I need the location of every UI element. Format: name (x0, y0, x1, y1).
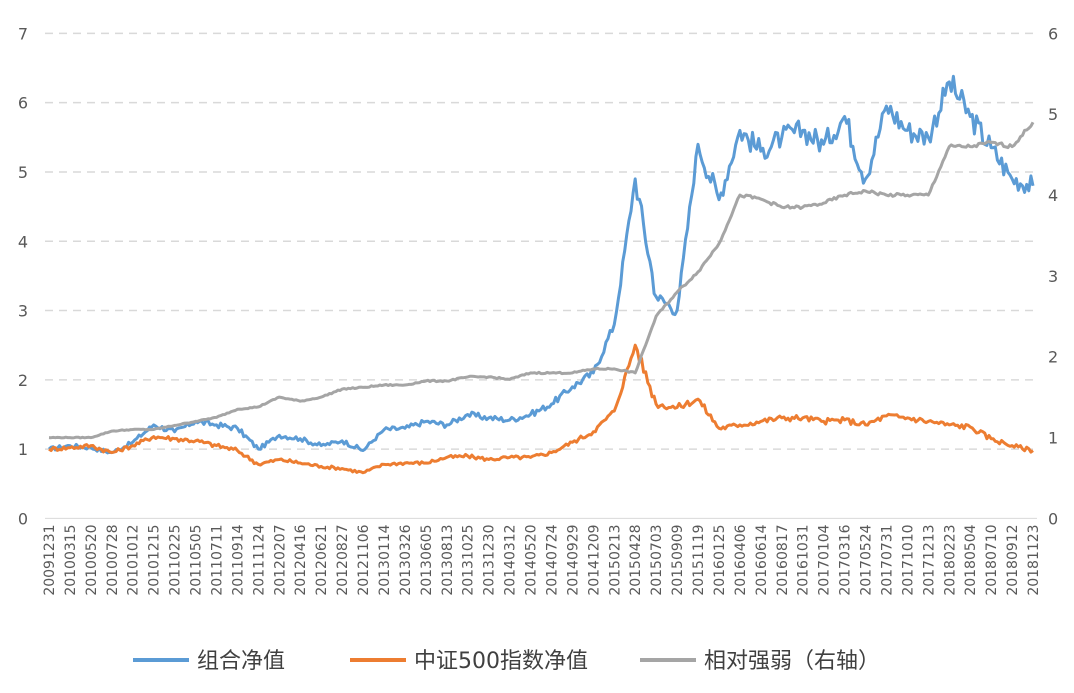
x-tick-label: 20150703 (649, 524, 665, 595)
x-tick-label: 20170104 (817, 524, 833, 595)
x-tick-label: 20140929 (565, 524, 581, 595)
x-tick-label: 20141209 (586, 524, 602, 595)
x-tick-label: 20130114 (377, 524, 393, 595)
x-tick-label: 20131025 (461, 524, 477, 595)
left-y-tick-label: 2 (18, 371, 28, 390)
x-axis-ticks: 20091231 20100315 20100520 20100728 20101012… (42, 524, 1042, 595)
gridlines (45, 32, 1037, 450)
left-y-tick-label: 1 (18, 440, 28, 459)
x-tick-label: 20130813 (440, 524, 456, 595)
x-tick-label: 20150213 (607, 524, 623, 595)
x-tick-label: 20140312 (503, 524, 519, 595)
series-line (48, 343, 1034, 475)
x-tick-label: 20170316 (838, 524, 854, 595)
series-lines (47, 74, 1035, 475)
x-tick-label: 20110505 (189, 524, 205, 595)
x-tick-label: 20180504 (963, 524, 979, 595)
right-y-tick-label: 4 (1048, 186, 1058, 205)
x-tick-label: 20101012 (126, 524, 142, 595)
x-tick-label: 20140520 (524, 524, 540, 595)
legend-label: 组合净值 (197, 649, 285, 674)
series-line (48, 121, 1035, 440)
x-tick-label: 20160817 (775, 524, 791, 595)
left-y-tick-label: 6 (18, 94, 28, 113)
x-tick-label: 20180912 (1005, 524, 1021, 595)
x-tick-label: 20150428 (628, 524, 644, 595)
x-tick-label: 20151119 (691, 524, 707, 595)
x-tick-label: 20160614 (754, 524, 770, 595)
x-tick-label: 20091231 (42, 524, 58, 595)
x-tick-label: 20140724 (544, 524, 560, 595)
x-tick-label: 20100520 (84, 524, 100, 595)
left-y-tick-label: 3 (18, 302, 28, 321)
left-y-tick-label: 7 (18, 24, 28, 43)
x-tick-label: 20120416 (293, 524, 309, 595)
x-tick-label: 20110225 (168, 524, 184, 595)
series-line (47, 74, 1035, 455)
x-tick-label: 20120827 (335, 524, 351, 595)
x-tick-label: 20171010 (900, 524, 916, 595)
right-y-tick-label: 3 (1048, 267, 1058, 286)
x-tick-label: 20120207 (272, 524, 288, 595)
x-tick-label: 20100315 (63, 524, 79, 595)
x-tick-label: 20131230 (482, 524, 498, 595)
x-tick-label: 20120621 (314, 524, 330, 595)
x-tick-label: 20160406 (733, 524, 749, 595)
right-y-axis-ticks: 0 1 2 3 4 5 6 (1048, 24, 1058, 528)
x-tick-label: 20130605 (419, 524, 435, 595)
x-tick-label: 20100728 (105, 524, 121, 595)
x-tick-label: 20160125 (712, 524, 728, 595)
x-tick-label: 20121106 (356, 524, 372, 595)
left-y-tick-label: 0 (18, 509, 28, 528)
left-y-tick-label: 4 (18, 232, 28, 251)
right-y-tick-label: 6 (1048, 24, 1058, 43)
x-tick-label: 20161031 (796, 524, 812, 595)
left-y-tick-label: 5 (18, 163, 28, 182)
x-tick-label: 20110711 (209, 524, 225, 595)
right-y-tick-label: 2 (1048, 348, 1058, 367)
right-y-tick-label: 5 (1048, 105, 1058, 124)
x-tick-label: 20130326 (398, 524, 414, 595)
right-y-tick-label: 0 (1048, 509, 1058, 528)
x-tick-label: 20111124 (251, 524, 267, 595)
legend-label: 中证500指数净值 (414, 649, 588, 674)
left-y-axis-ticks: 0 1 2 3 4 5 6 7 (18, 24, 28, 528)
x-tick-label: 20180710 (984, 524, 1000, 595)
legend-label: 相对强弱（右轴） (704, 649, 880, 674)
x-tick-label: 20110914 (230, 524, 246, 595)
x-tick-label: 20101215 (147, 524, 163, 595)
x-tick-label: 20150909 (670, 524, 686, 595)
x-tick-label: 20171213 (921, 524, 937, 595)
x-tick-label: 20170731 (879, 524, 895, 595)
x-tick-label: 20180223 (942, 524, 958, 595)
x-tick-label: 20181123 (1026, 524, 1042, 595)
right-y-tick-label: 1 (1048, 429, 1058, 448)
legend: 组合净值 中证500指数净值 相对强弱（右轴） (133, 649, 880, 674)
x-tick-label: 20170524 (859, 524, 875, 595)
